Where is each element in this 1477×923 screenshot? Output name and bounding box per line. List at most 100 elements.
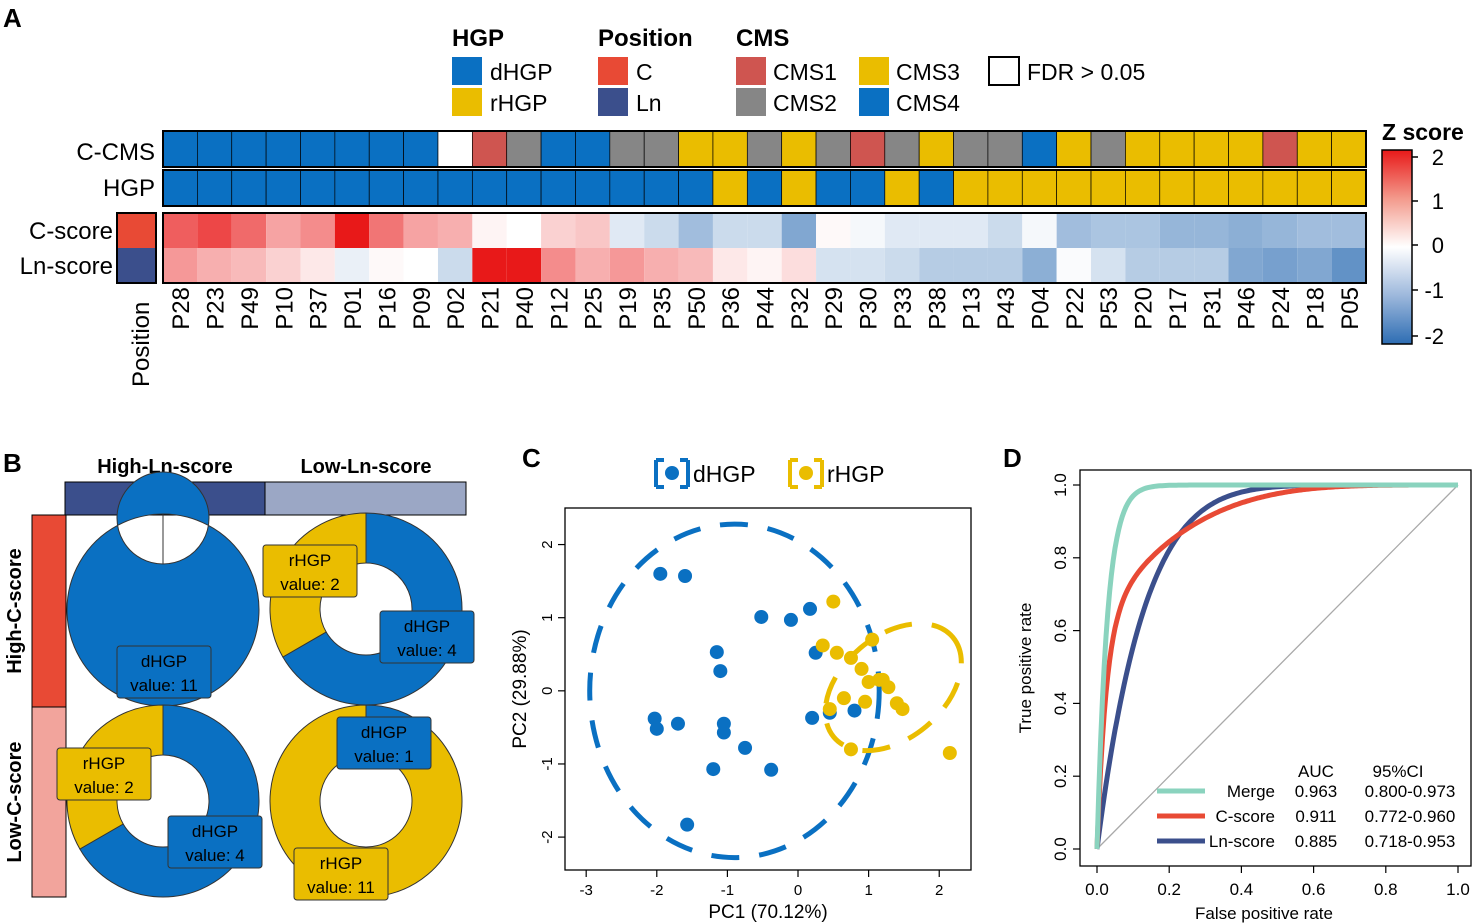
ccms-cell [162,130,198,168]
donut-label-value: value: 4 [185,846,245,865]
pca-point-dhgp [803,601,818,616]
patient-label: P53 [1096,287,1123,330]
pca-xlabel: PC1 (70.12%) [708,902,827,923]
lnscore-cell [1091,248,1126,283]
legend-cms2-label: CMS2 [773,90,837,116]
hgp-frame [162,169,1367,207]
lnscore-cell [919,248,954,283]
patient-label: P30 [856,287,883,330]
donut-label-value: value: 1 [354,747,414,766]
donut-label-title: rHGP [83,754,126,773]
roc-ytick-label: 0.8 [1051,546,1070,570]
row-label-cscore: C-score [29,218,113,245]
lnscore-cell [712,248,748,283]
pca-legend: dHGP rHGP [654,458,885,489]
pca-ylabel: PC2 (29.88%) [510,629,531,748]
ccms-cell [1125,130,1161,168]
pca-point-rhgp [843,650,858,665]
donut-label-title: dHGP [192,822,238,841]
pca-plot-frame [564,507,972,871]
roc-ytick-label: 0.0 [1051,837,1070,861]
ccms-cell [1296,130,1332,168]
pca-xtick-label: -2 [650,882,663,899]
lnscore-cell [403,248,438,283]
ccms-cell [403,130,439,168]
hgp-cell [643,169,679,207]
hgp-cell [197,169,233,207]
legend-fdr-label: FDR > 0.05 [1027,59,1145,85]
ccms-cell [334,130,370,168]
cscore-cell [506,213,542,248]
lnscore-cell [1159,248,1195,283]
cscore-cell [781,213,817,248]
zscore-colorbar [1381,149,1413,345]
pca-ytick-label: 2 [539,540,556,548]
pca-point-dhgp [670,716,685,731]
pca-point-dhgp [805,710,820,725]
patient-label: P32 [787,287,814,330]
lnscore-cell [197,248,232,283]
cscore-cell [644,213,679,248]
patient-label: P13 [959,287,986,330]
col-header-low-ln: Low-Ln-score [300,456,431,478]
roc-auc-value: 0.885 [1295,832,1338,851]
ccms-cell [197,130,233,168]
panel-d: 0.0 0.2 0.4 0.6 0.8 1.0 0.0 0.2 0.4 0.6 0.8 1.0 AUC… [1016,469,1472,923]
cscore-cell [197,213,232,248]
pca-xtick-label: -3 [580,882,593,899]
roc-xtick-label: 0.0 [1085,880,1109,899]
patient-label: P29 [821,287,848,330]
roc-xtick-label: 1.0 [1446,880,1470,899]
legend-position-title: Position [598,25,693,52]
donut-label-value: value: 2 [74,778,134,797]
lnscore-cell [1022,248,1057,283]
ccms-cell [746,130,783,168]
roc-xtick-label: 0.6 [1302,880,1326,899]
donut-label-value: value: 11 [307,878,375,897]
lnscore-cell [609,248,645,283]
lnscore-cell [369,248,404,283]
row-label-ccms: C-CMS [76,139,155,166]
pca-xtick-label: 2 [935,882,943,899]
zscore-legend: Z score 2 1 0 -1 -2 [1381,119,1464,349]
ccms-cell [1056,130,1092,168]
donut-label-box [293,847,389,901]
ccms-cell [540,130,576,168]
legend-ln-label: Ln [636,90,662,116]
hgp-cell [1090,169,1126,207]
roc-plot-frame [1079,469,1472,867]
cscore-cell [919,213,954,248]
pca-point-dhgp [754,609,769,624]
pca-point-rhgp [895,702,910,717]
legend-swatch-cms3 [859,57,889,85]
ccms-cell [575,130,611,168]
hgp-cell [1056,169,1092,207]
pca-point-dhgp [653,566,668,581]
lnscore-cell [575,248,610,283]
hgp-cell [1159,169,1195,207]
side-bar-high-c [31,514,67,708]
pca-point-dhgp [783,612,798,627]
ccms-cell [368,130,404,168]
patient-label: P37 [306,287,333,330]
roc-ytick-label: 0.2 [1051,764,1070,788]
donut-label-title: dHGP [141,652,187,671]
hgp-cell [265,169,301,207]
donut-label-title: dHGP [404,617,450,636]
zscore-tick-label: -2 [1424,324,1444,349]
col-header-high-ln: High-Ln-score [97,456,233,478]
zscore-ticks: 2 1 0 -1 -2 [1412,145,1444,349]
pca-legend-rhgp: rHGP [827,461,885,487]
legend-swatch-cms2 [736,88,766,116]
lnscore-cell [163,248,198,283]
roc-auc-value: 0.911 [1295,807,1336,826]
cscore-cell [300,213,335,248]
lnscore-cell [816,248,851,283]
ccms-cell [884,130,920,168]
legend-cms3-label: CMS3 [896,59,960,85]
cscore-cell [816,213,851,248]
patient-label: P16 [374,287,401,330]
donut-label-title: rHGP [289,551,332,570]
hgp-cell [1193,169,1229,207]
